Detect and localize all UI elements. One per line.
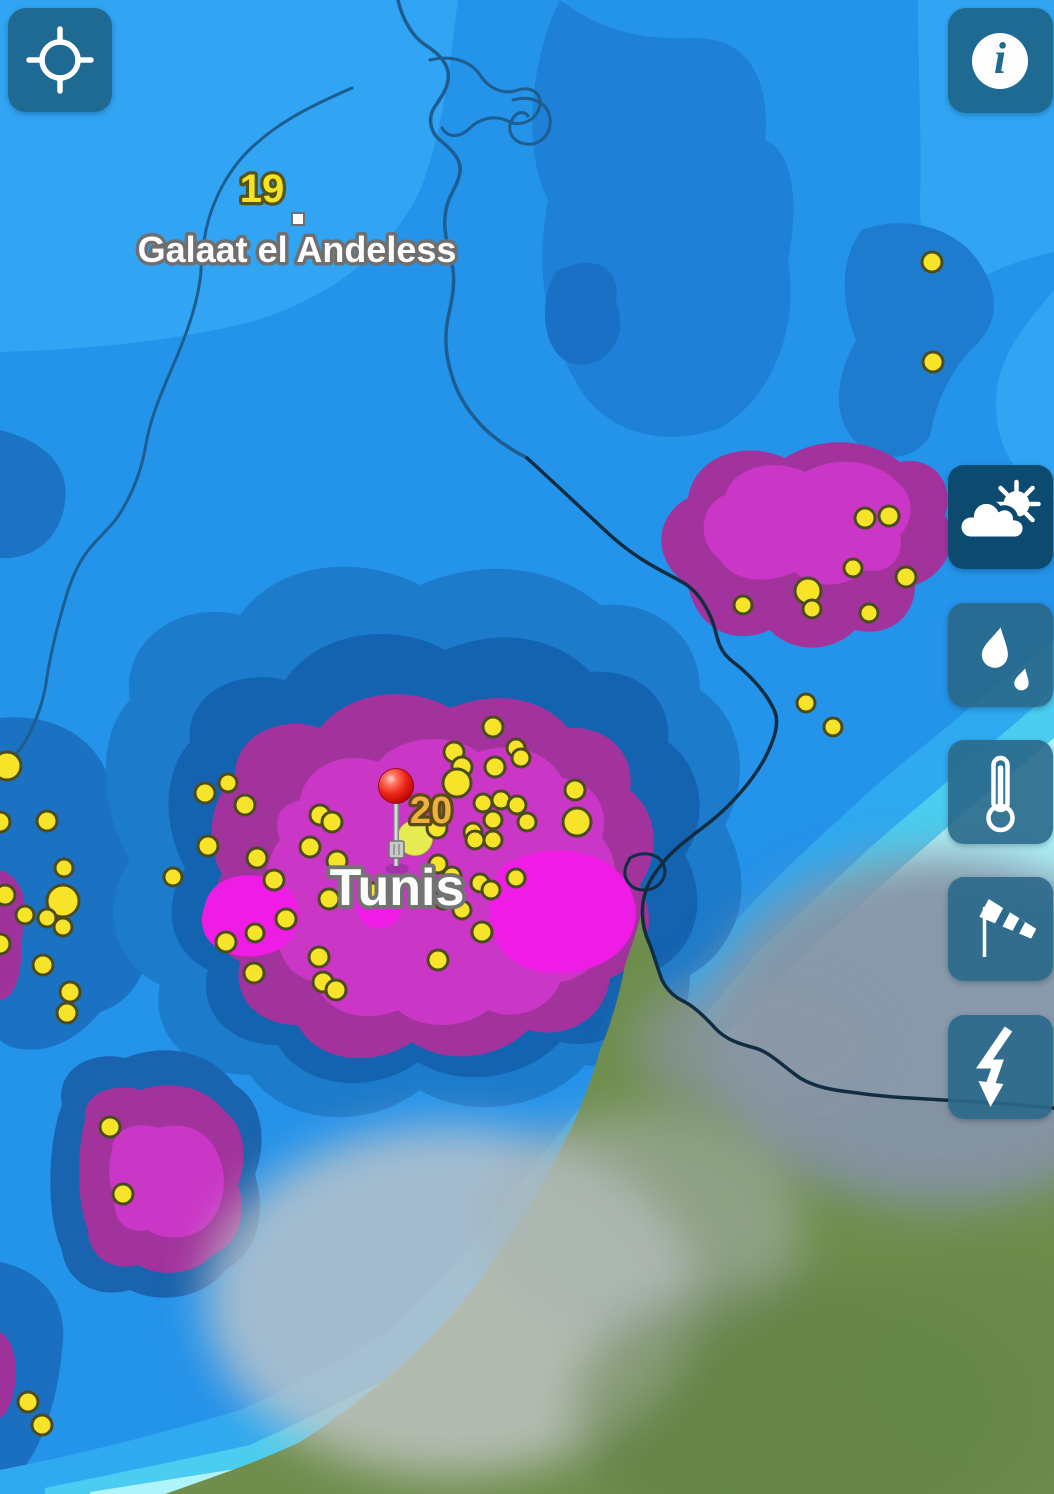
- location-pin[interactable]: [378, 768, 414, 875]
- lightning-strike-dot: [0, 750, 23, 782]
- lightning-strike-dot: [14, 904, 36, 926]
- lightning-bolt-icon: [975, 1026, 1013, 1107]
- info-icon: i: [972, 33, 1028, 89]
- borders-layer: [2, 0, 1054, 1110]
- lightning-strike-dot: [325, 849, 349, 873]
- toolbar-conditions-button[interactable]: [948, 465, 1053, 569]
- lightning-strike-dot: [162, 866, 184, 888]
- lightning-strike-dot: [795, 692, 817, 714]
- locate-me-button[interactable]: [8, 8, 112, 112]
- lightning-strike-dot: [505, 867, 527, 889]
- lightning-strike-dot: [58, 980, 82, 1004]
- lightning-strike-dot: [53, 857, 75, 879]
- lightning-strike-dot: [274, 907, 298, 931]
- lightning-strike-dot: [506, 794, 528, 816]
- lightning-strike-dot: [801, 598, 823, 620]
- lightning-strike-dot: [842, 557, 864, 579]
- lightning-strike-dot: [111, 1182, 135, 1206]
- toolbar-wind-button[interactable]: [948, 877, 1053, 981]
- place-label-galaat-el-andeless: Galaat el Andeless: [138, 229, 457, 270]
- lightning-strike-dot: [482, 809, 504, 831]
- info-glyph: i: [993, 34, 1007, 83]
- lightning-strike-dot: [483, 755, 507, 779]
- lightning-strike-dot: [441, 865, 463, 887]
- lightning-strike-dot: [245, 846, 269, 870]
- lightning-strike-dot: [55, 1001, 79, 1025]
- lightning-strike-dot: [0, 810, 12, 834]
- lightning-strike-dot: [516, 811, 538, 833]
- lightning-strike-dot: [432, 889, 454, 911]
- lightning-strike-dot: [481, 715, 505, 739]
- lightning-strike-dot: [822, 716, 844, 738]
- lightning-strike-dot: [31, 953, 55, 977]
- thermometer-icon: [986, 755, 1015, 833]
- lightning-strike-dot: [360, 881, 384, 905]
- rain-drops-icon: [981, 627, 1029, 691]
- lightning-strike-dot: [470, 920, 494, 944]
- lightning-strike-dot: [426, 948, 450, 972]
- lightning-strike-dot: [425, 816, 449, 840]
- lightning-strike-dot: [16, 1390, 40, 1414]
- lightning-strike-dot: [0, 932, 12, 956]
- lightning-strike-dot: [0, 883, 17, 907]
- lightning-strike-dot: [244, 922, 266, 944]
- lightning-strike-dot: [858, 602, 880, 624]
- lightning-strike-dot: [320, 810, 344, 834]
- lightning-strike-dot: [324, 978, 348, 1002]
- temp-label-northwest: 19: [240, 167, 285, 211]
- lightning-strike-dot: [561, 806, 593, 838]
- lightning-strike-dot: [298, 835, 322, 859]
- lightning-strike-dot: [317, 887, 341, 911]
- lightning-strike-dot: [214, 930, 238, 954]
- lightning-strike-dot: [30, 1413, 54, 1437]
- lightning-strikes-layer: [0, 250, 945, 1437]
- crosshair-icon: [26, 26, 94, 94]
- lightning-strike-dot: [35, 809, 59, 833]
- lightning-strike-dot: [920, 250, 944, 274]
- lightning-strike-dot: [877, 504, 901, 528]
- lightning-strike-dot: [52, 916, 74, 938]
- lightning-strike-dot: [480, 879, 502, 901]
- station-square-marker: [291, 212, 305, 226]
- lightning-strike-dot: [307, 945, 331, 969]
- lightning-strike-dot: [233, 793, 257, 817]
- lightning-strike-dot: [427, 853, 449, 875]
- place-label-tunis: Tunis: [330, 859, 465, 917]
- lightning-strike-dot: [451, 899, 473, 921]
- toolbar-lightning-button[interactable]: [948, 1015, 1053, 1119]
- lightning-strike-dot: [217, 772, 239, 794]
- lightning-strike-dot: [196, 834, 220, 858]
- lightning-strike-dot: [441, 767, 473, 799]
- lightning-strike-dot: [482, 829, 504, 851]
- lightning-strike-dot: [36, 907, 58, 929]
- info-button[interactable]: i: [948, 8, 1053, 113]
- toolbar-temperature-button[interactable]: [948, 740, 1053, 844]
- lightning-strike-dot: [563, 778, 587, 802]
- lightning-strike-dot: [98, 1115, 122, 1139]
- lightning-strike-dot: [193, 781, 217, 805]
- lightning-strike-dot: [853, 506, 877, 530]
- temp-label-tunis: 20: [410, 790, 452, 832]
- toolbar-precipitation-button[interactable]: [948, 603, 1053, 707]
- lightning-strike-dot: [732, 594, 754, 616]
- cloud-sun-icon: [956, 479, 1041, 542]
- lightning-strike-dot: [921, 350, 945, 374]
- lightning-strike-dot: [472, 792, 494, 814]
- lightning-strike-dot: [242, 961, 266, 985]
- lightning-strike-dot: [262, 868, 286, 892]
- terrain-layer: [165, 855, 1054, 1494]
- lightning-strike-dot: [510, 747, 532, 769]
- windsock-icon: [979, 899, 1037, 957]
- lightning-strike-dot: [464, 829, 486, 851]
- lightning-strike-dot: [894, 565, 918, 589]
